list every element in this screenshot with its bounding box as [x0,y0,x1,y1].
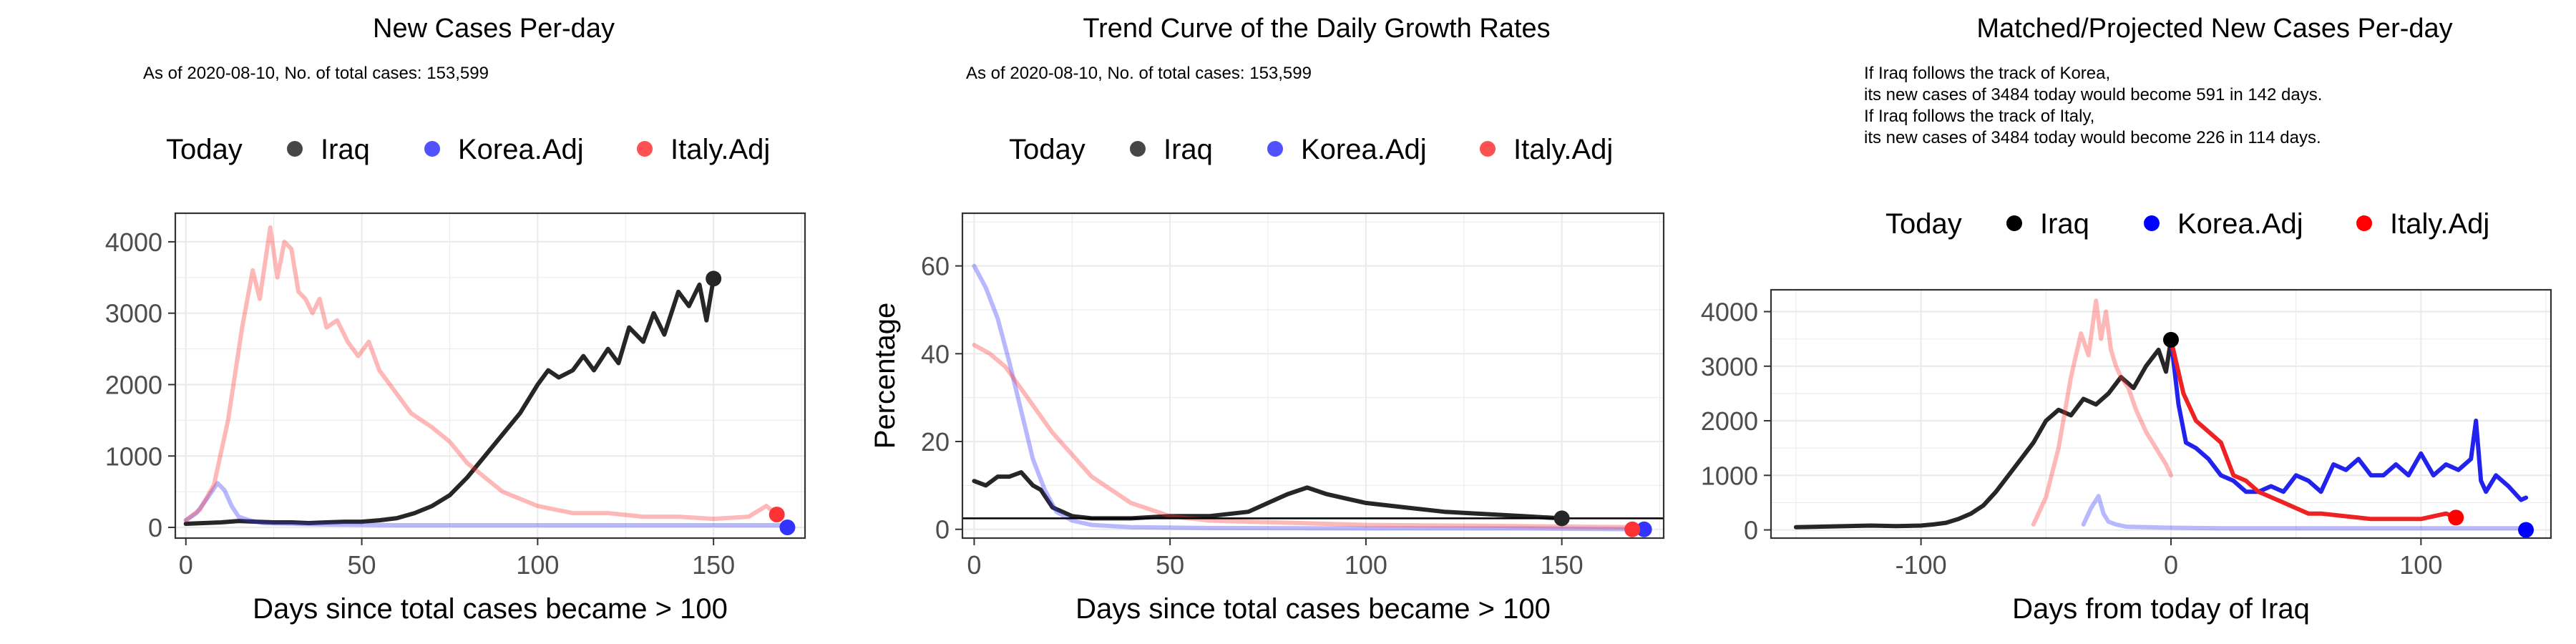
today-point-italy-adj [769,507,785,523]
legend-key-iraq [1130,141,1146,157]
legend-key-iraq [2006,215,2022,231]
chart-subtitle-line: If Iraq follows the track of Italy, [1864,107,2094,126]
series-group [962,263,1664,532]
today-point-iraq [1553,510,1570,527]
today-point-iraq [706,270,722,287]
y-tick-label: 4000 [1701,298,1758,327]
legend-key-korea-adj [1267,141,1283,157]
legend-key-korea-adj [2144,215,2160,231]
y-tick-label: 1000 [105,441,162,471]
legend-label: Korea.Adj [458,134,584,165]
x-tick-label: -100 [1896,550,1947,580]
series-line-korea-adj [2081,494,2524,531]
y-tick-label: 40 [921,339,950,369]
plot-border [961,212,1665,540]
chart-subtitle-line: If Iraq follows the track of Korea, [1864,64,2110,83]
chart-subtitle-line: its new cases of 3484 today would become… [1864,85,2322,104]
chart-title: New Cases Per-day [373,14,615,44]
y-tick-label: 3000 [1701,352,1758,381]
series-line-italy-adj [2031,298,2173,527]
series-group [183,225,790,527]
legend-label: Iraq [1163,134,1213,165]
series-line-italy-adj [972,343,1635,530]
x-tick-label: 0 [179,550,193,580]
series-line-italy-adj-projected [2169,337,2459,522]
x-tick-label: 50 [348,550,376,580]
chart-1: New Cases Per-day As of 2020-08-10, No. o… [105,14,806,625]
series-line-korea-adj [183,481,790,527]
plot-panel [962,213,1664,538]
x-tick-label: 100 [1345,550,1387,580]
y-tick-label: 20 [921,427,950,457]
legend-key-iraq [287,141,303,157]
x-axis-label: Days from today of Iraq [2012,593,2310,625]
chart-2: Trend Curve of the Daily Growth Rates As … [869,14,1665,625]
x-axis-label: Days since total cases became > 100 [1075,593,1551,625]
legend-label: Italy.Adj [1513,134,1613,165]
today-point-korea-adj [1636,521,1652,537]
y-tick-label: 3000 [105,299,162,328]
chart-subtitle-line: As of 2020-08-10, No. of total cases: 15… [143,64,489,83]
y-tick-label: 2000 [1701,406,1758,436]
legend-label: Iraq [321,134,370,165]
today-point-korea-adj [2518,522,2534,538]
legend-title: Today [1885,208,1962,240]
chart-title: Trend Curve of the Daily Growth Rates [1083,14,1550,44]
legend-key-italy-adj [1480,141,1496,157]
y-tick-label: 0 [1744,516,1758,545]
chart-subtitle-line: its new cases of 3484 today would become… [1864,128,2321,147]
y-axis-label: Percentage [869,303,901,449]
legend-label: Korea.Adj [2177,208,2303,240]
x-tick-label: 100 [516,550,559,580]
chart-subtitle-line: As of 2020-08-10, No. of total cases: 15… [966,64,1312,83]
x-tick-label: 150 [692,550,735,580]
series-line-iraq [1793,337,2173,530]
y-tick-label: 0 [935,515,950,545]
chart-3: Matched/Projected New Cases Per-day If Ir… [1701,14,2552,625]
today-point-italy-adj [2448,509,2464,526]
today-point-iraq [2162,331,2179,348]
plot-border [174,212,806,540]
legend-key-italy-adj [2356,215,2372,231]
series-line-korea-adj [972,263,1646,532]
y-tick-label: 60 [921,252,950,281]
legend-title: Today [166,134,243,165]
plot-panel [175,213,805,538]
plot-border [1770,288,2552,540]
chart-title: Matched/Projected New Cases Per-day [1976,14,2452,44]
y-tick-label: 2000 [105,370,162,399]
legend-key-korea-adj [424,141,440,157]
x-tick-label: 0 [967,550,981,580]
series-group [1793,298,2529,531]
legend-label: Italy.Adj [670,134,770,165]
x-axis-label: Days since total cases became > 100 [253,593,728,625]
legend-title: Today [1009,134,1085,165]
legend-label: Iraq [2040,208,2089,240]
today-point-italy-adj [1624,521,1641,537]
series-line-iraq [183,276,716,526]
x-tick-label: 150 [1541,550,1584,580]
series-line-iraq [972,470,1564,521]
plot-panel [1771,290,2551,538]
legend-key-italy-adj [637,141,653,157]
legend-label: Italy.Adj [2390,208,2489,240]
y-tick-label: 0 [148,513,162,542]
x-tick-label: 50 [1156,550,1184,580]
y-tick-label: 1000 [1701,461,1758,490]
today-point-korea-adj [779,519,796,536]
series-line-korea-adj-projected [2169,337,2529,502]
legend-label: Korea.Adj [1301,134,1427,165]
x-tick-label: 100 [2399,550,2442,580]
y-tick-label: 4000 [105,228,162,257]
x-tick-label: 0 [2164,550,2178,580]
series-line-italy-adj [183,225,779,523]
